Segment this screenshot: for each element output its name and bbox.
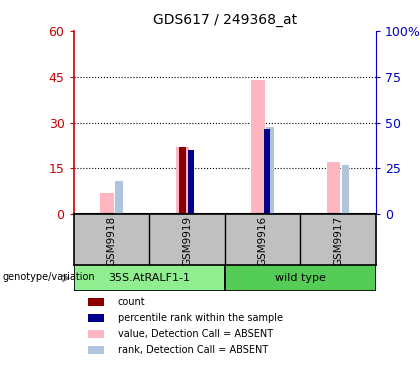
Text: GSM9917: GSM9917 [333,216,343,266]
Bar [189,150,194,214]
Bar [225,265,376,291]
Bar [74,265,225,291]
Text: GSM9916: GSM9916 [257,216,268,266]
Text: rank, Detection Call = ABSENT: rank, Detection Call = ABSENT [118,345,268,355]
Bar [115,180,123,214]
Bar [266,127,274,214]
Text: genotype/variation: genotype/variation [2,272,95,283]
Text: count: count [118,297,145,307]
Text: value, Detection Call = ABSENT: value, Detection Call = ABSENT [118,329,273,339]
Text: GSM9919: GSM9919 [182,216,192,266]
Bar [251,80,265,214]
Bar [327,162,340,214]
Text: wild type: wild type [275,273,326,283]
Bar [176,147,189,214]
Text: 35S.AtRALF1-1: 35S.AtRALF1-1 [108,273,190,283]
Text: percentile rank within the sample: percentile rank within the sample [118,313,283,323]
Title: GDS617 / 249368_at: GDS617 / 249368_at [152,13,297,27]
Bar [100,193,113,214]
Bar [264,129,270,214]
Bar [342,165,349,214]
Text: GSM9918: GSM9918 [106,216,116,266]
Bar [178,147,186,214]
